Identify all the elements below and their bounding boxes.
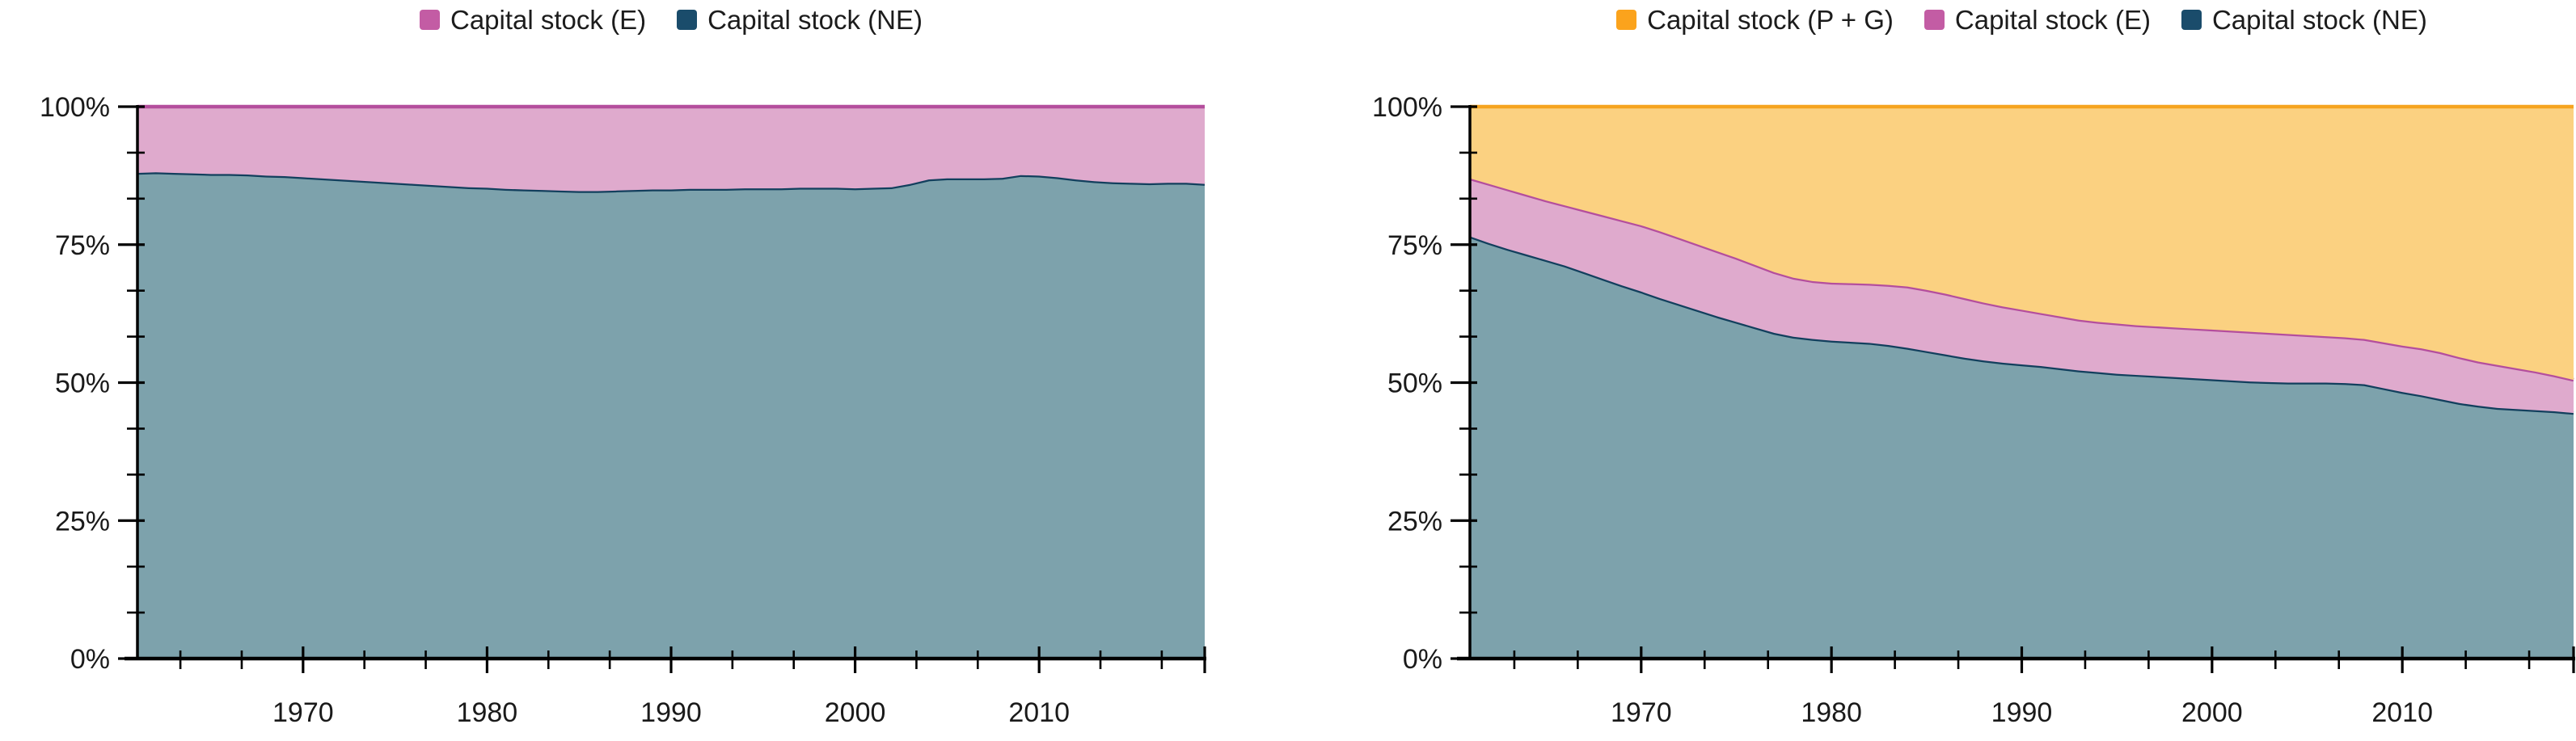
y-tick-label: 50% bbox=[55, 368, 110, 399]
area-series-0 bbox=[1470, 236, 2574, 659]
x-tick-label: 2010 bbox=[1008, 697, 1070, 728]
x-tick-label: 1990 bbox=[640, 697, 702, 728]
axes bbox=[118, 105, 1206, 673]
legend-right: Capital stock (P + G) Capital stock (E) Ca… bbox=[1288, 6, 2576, 33]
legend-swatch-icon bbox=[1616, 10, 1637, 30]
y-tick-label: 0% bbox=[1403, 644, 1442, 675]
chart-capital-stock-right: Capital stock (P + G) Capital stock (E) Ca… bbox=[1288, 0, 2576, 741]
legend-label: Capital stock (E) bbox=[450, 5, 647, 35]
legend-item[interactable]: Capital stock (NE) bbox=[677, 6, 923, 33]
area-series-1 bbox=[137, 107, 1205, 192]
x-tick-label: 2000 bbox=[2181, 697, 2243, 728]
area-series-2 bbox=[1470, 107, 2574, 381]
legend-item[interactable]: Capital stock (E) bbox=[1924, 6, 2151, 33]
legend-swatch-icon bbox=[2181, 10, 2202, 30]
legend-label: Capital stock (E) bbox=[1954, 5, 2151, 35]
legend-item[interactable]: Capital stock (E) bbox=[420, 6, 646, 33]
x-tick-label: 1970 bbox=[1611, 697, 1672, 728]
plot-svg: 0% 25% 50% 75% 100% 1970 1980 1990 2000 2010 bbox=[1372, 92, 2575, 728]
legend-swatch-icon bbox=[420, 10, 440, 30]
legend-item[interactable]: Capital stock (P + G) bbox=[1616, 6, 1894, 33]
x-tick-label: 2000 bbox=[825, 697, 886, 728]
legend-label: Capital stock (NE) bbox=[707, 5, 923, 35]
y-tick-label: 25% bbox=[1387, 506, 1442, 537]
legend-swatch-icon bbox=[1924, 10, 1945, 30]
legend-label: Capital stock (P + G) bbox=[1647, 5, 1894, 35]
legend-swatch-icon bbox=[677, 10, 698, 30]
legend-left: Capital stock (E) Capital stock (NE) bbox=[0, 6, 1288, 33]
x-tick-label: 1980 bbox=[457, 697, 518, 728]
y-tick-label: 75% bbox=[1387, 230, 1442, 261]
chart-capital-stock-left: Capital stock (E) Capital stock (NE) 0% 25… bbox=[0, 6, 1288, 728]
x-tick-label: 1990 bbox=[1991, 697, 2053, 728]
x-tick-label: 1970 bbox=[272, 697, 334, 728]
y-tick-label: 25% bbox=[55, 506, 110, 537]
y-tick-label: 0% bbox=[70, 644, 110, 675]
legend-item[interactable]: Capital stock (NE) bbox=[2181, 6, 2427, 33]
x-tick-label: 1980 bbox=[1801, 697, 1862, 728]
area-series-1 bbox=[1470, 178, 2574, 414]
y-tick-label: 50% bbox=[1387, 368, 1442, 399]
x-tick-label: 2010 bbox=[2371, 697, 2433, 728]
y-tick-label: 100% bbox=[1372, 92, 1442, 123]
legend-label: Capital stock (NE) bbox=[2211, 5, 2427, 35]
plot-svg: 0% 25% 50% 75% 100% 1970 1980 1990 2000 2010 bbox=[40, 92, 1206, 728]
axes bbox=[1451, 105, 2575, 673]
y-tick-label: 75% bbox=[55, 230, 110, 261]
y-tick-label: 100% bbox=[40, 92, 110, 123]
area-series-0 bbox=[137, 172, 1205, 659]
